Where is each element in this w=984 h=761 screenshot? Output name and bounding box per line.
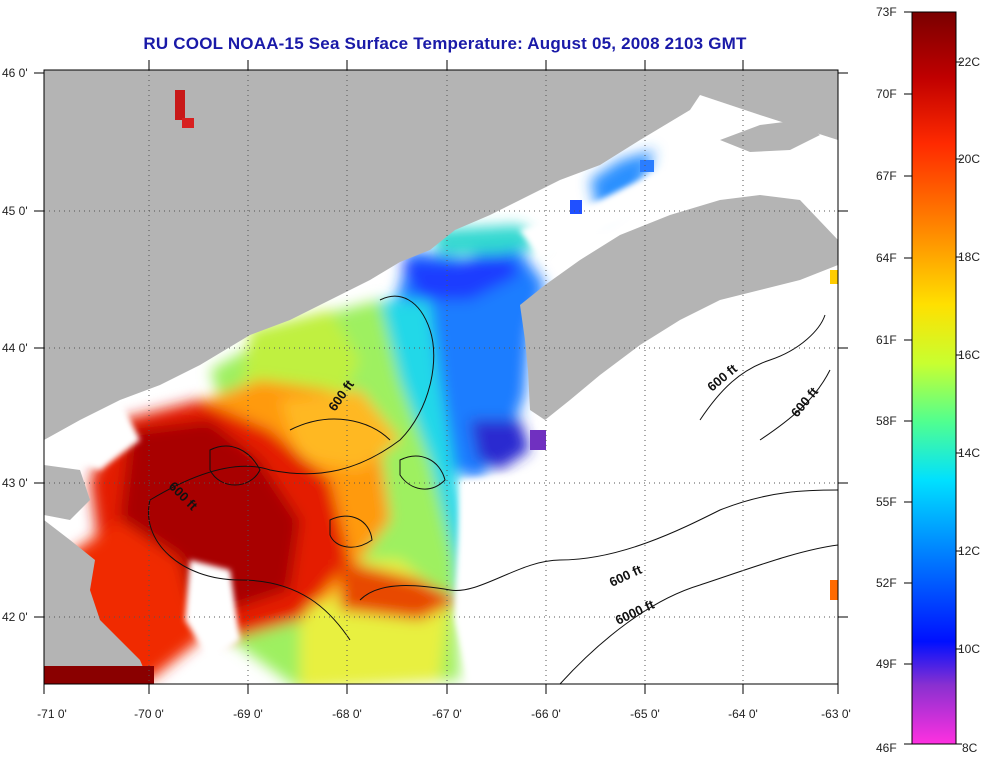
map-frame — [43, 69, 839, 685]
land — [44, 70, 838, 684]
colorbar: 73F 70F 67F 64F 61F 58F 55F 52F 49F 46F … — [876, 5, 980, 755]
colorbar-f-label: 67F — [876, 169, 897, 183]
colorbar-gradient — [911, 11, 957, 745]
colorbar-f-label: 49F — [876, 657, 897, 671]
lon-label: -68 0' — [332, 707, 362, 721]
colorbar-c-label: 12C — [958, 544, 980, 558]
colorbar-f-label: 58F — [876, 414, 897, 428]
lon-label: -71 0' — [37, 707, 67, 721]
colorbar-c-label: 10C — [958, 642, 980, 656]
colorbar-f-label: 64F — [876, 251, 897, 265]
colorbar-f-label: 73F — [876, 5, 897, 19]
colorbar-f-label: 61F — [876, 333, 897, 347]
colorbar-f-label: 55F — [876, 495, 897, 509]
longitude-labels: -71 0' -70 0' -69 0' -68 0' -67 0' -66 0… — [37, 707, 851, 721]
sst-specks — [44, 90, 838, 684]
colorbar-f-label: 52F — [876, 576, 897, 590]
lon-label: -66 0' — [531, 707, 561, 721]
lon-label: -67 0' — [432, 707, 462, 721]
colorbar-c-label: 18C — [958, 250, 980, 264]
lat-label: 42 0' — [2, 610, 28, 624]
axis-ticks — [34, 60, 848, 694]
colorbar-c-label: 22C — [958, 55, 980, 69]
colorbar-f-label: 70F — [876, 87, 897, 101]
lon-label: -69 0' — [233, 707, 263, 721]
colorbar-f-label: 46F — [876, 741, 897, 755]
bathymetry-contours — [148, 295, 838, 684]
lon-label: -65 0' — [630, 707, 660, 721]
lat-label: 45 0' — [2, 204, 28, 218]
latitude-labels: 46 0' 45 0' 44 0' 43 0' 42 0' — [2, 66, 28, 624]
colorbar-c-label: 20C — [958, 152, 980, 166]
map-title: RU COOL NOAA-15 Sea Surface Temperature:… — [143, 34, 747, 53]
colorbar-c-label: 8C — [962, 741, 978, 755]
colorbar-c-label: 16C — [958, 348, 980, 362]
map-area: 600 ft 600 ft 600 ft 600 ft 600 ft 6000 … — [44, 70, 838, 684]
lon-label: -63 0' — [821, 707, 851, 721]
lat-label: 46 0' — [2, 66, 28, 80]
colorbar-c-label: 14C — [958, 446, 980, 460]
lon-label: -70 0' — [134, 707, 164, 721]
lon-label: -64 0' — [728, 707, 758, 721]
lat-label: 43 0' — [2, 476, 28, 490]
lat-label: 44 0' — [2, 341, 28, 355]
